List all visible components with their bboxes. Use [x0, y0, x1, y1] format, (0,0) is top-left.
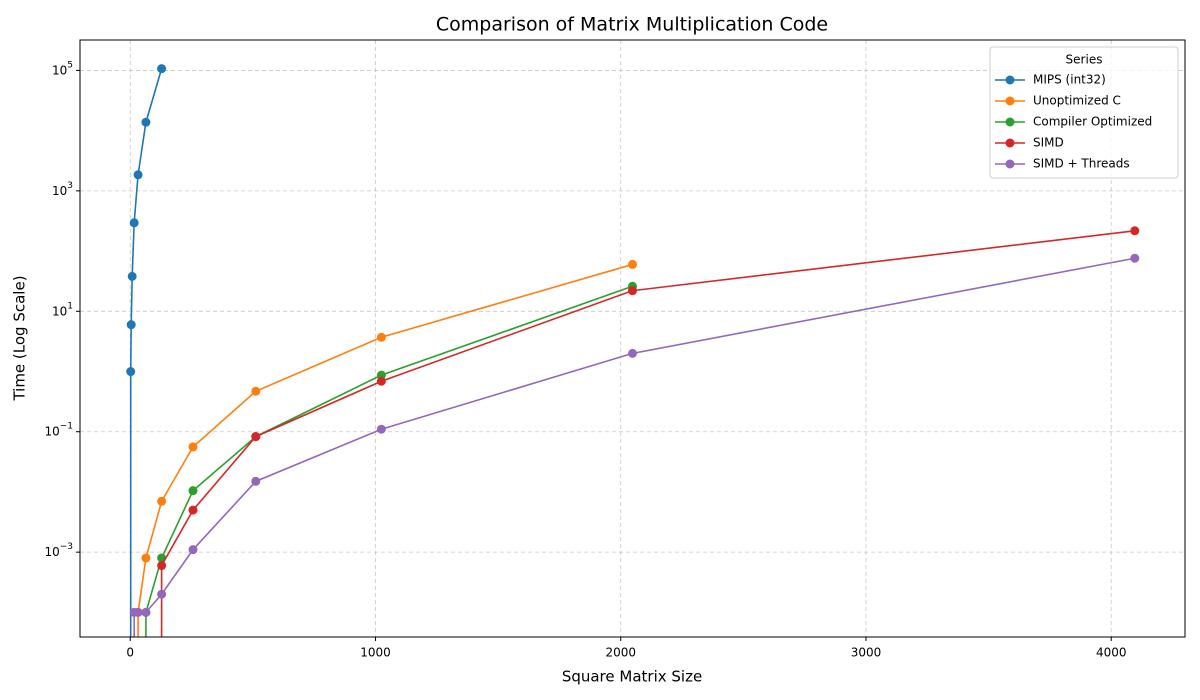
data-layer: [126, 64, 1140, 637]
data-point: [251, 386, 261, 396]
y-axis-label: Time (Log Scale): [11, 275, 29, 401]
legend-box: [989, 46, 1179, 179]
y-tick-label: 105: [52, 60, 73, 77]
legend-marker: [1005, 117, 1015, 127]
y-tick-label: 101: [52, 301, 73, 318]
data-point: [126, 367, 136, 377]
data-point: [157, 64, 167, 74]
data-point: [628, 286, 637, 296]
data-point: [251, 476, 261, 486]
data-point: [133, 170, 143, 180]
legend-label: Compiler Optimized: [1033, 115, 1152, 129]
data-point: [188, 545, 198, 555]
data-point: [376, 332, 386, 342]
data-point: [141, 117, 151, 127]
y-tick-base: 10: [52, 183, 67, 197]
y-tick-base: 10: [44, 545, 59, 559]
legend-label: MIPS (int32): [1033, 73, 1106, 87]
y-tick-label: 10−1: [44, 421, 73, 438]
data-point: [188, 486, 198, 496]
data-point: [157, 496, 167, 506]
plot-frame: [79, 39, 1186, 638]
legend-title: Series: [1066, 53, 1103, 67]
data-point: [376, 424, 386, 434]
x-tick-label: 2000: [605, 646, 636, 660]
legend: Series MIPS (int32) Unoptimized C Compiler …: [989, 46, 1179, 179]
data-point: [188, 505, 198, 515]
data-point: [129, 218, 139, 228]
data-point: [127, 271, 137, 281]
y-tick-exponent: 5: [67, 60, 73, 70]
y-tick-exponent: −3: [60, 542, 73, 552]
legend-label: SIMD + Threads: [1033, 157, 1130, 171]
legend-marker: [1005, 75, 1015, 85]
y-tick-base: 10: [52, 304, 67, 318]
y-tick-exponent: 3: [67, 180, 73, 190]
x-tick-label: 0: [126, 646, 134, 660]
chart-title: Comparison of Matrix Multiplication Code: [436, 14, 828, 36]
y-tick-exponent: −1: [60, 421, 73, 431]
x-axis-label: Square Matrix Size: [562, 668, 702, 686]
y-tick-label: 10−3: [44, 542, 73, 559]
data-point: [251, 432, 261, 442]
data-point: [1130, 253, 1140, 263]
data-point: [141, 607, 151, 617]
y-tick-base: 10: [52, 63, 67, 77]
x-tick-label: 1000: [360, 646, 391, 660]
data-point: [376, 376, 386, 386]
data-point: [1130, 226, 1140, 236]
data-point: [133, 607, 143, 617]
data-point: [157, 561, 167, 571]
legend-label: SIMD: [1033, 136, 1064, 150]
series-line: [129, 68, 163, 637]
legend-marker: [1005, 96, 1015, 106]
data-point: [126, 320, 136, 330]
y-tick-exponent: 1: [67, 301, 73, 311]
data-point: [141, 553, 151, 563]
y-tick-base: 10: [44, 424, 59, 438]
data-point: [188, 442, 198, 452]
data-point: [628, 259, 637, 269]
legend-marker: [1005, 138, 1015, 148]
legend-marker: [1005, 159, 1015, 169]
x-tick-label: 3000: [851, 646, 882, 660]
data-point: [628, 348, 637, 358]
series-line: [137, 263, 633, 637]
y-tick-label: 103: [52, 180, 73, 197]
grid-layer: [80, 40, 1185, 637]
data-point: [157, 589, 167, 599]
x-tick-label: 4000: [1096, 646, 1127, 660]
legend-label: Unoptimized C: [1033, 94, 1121, 108]
